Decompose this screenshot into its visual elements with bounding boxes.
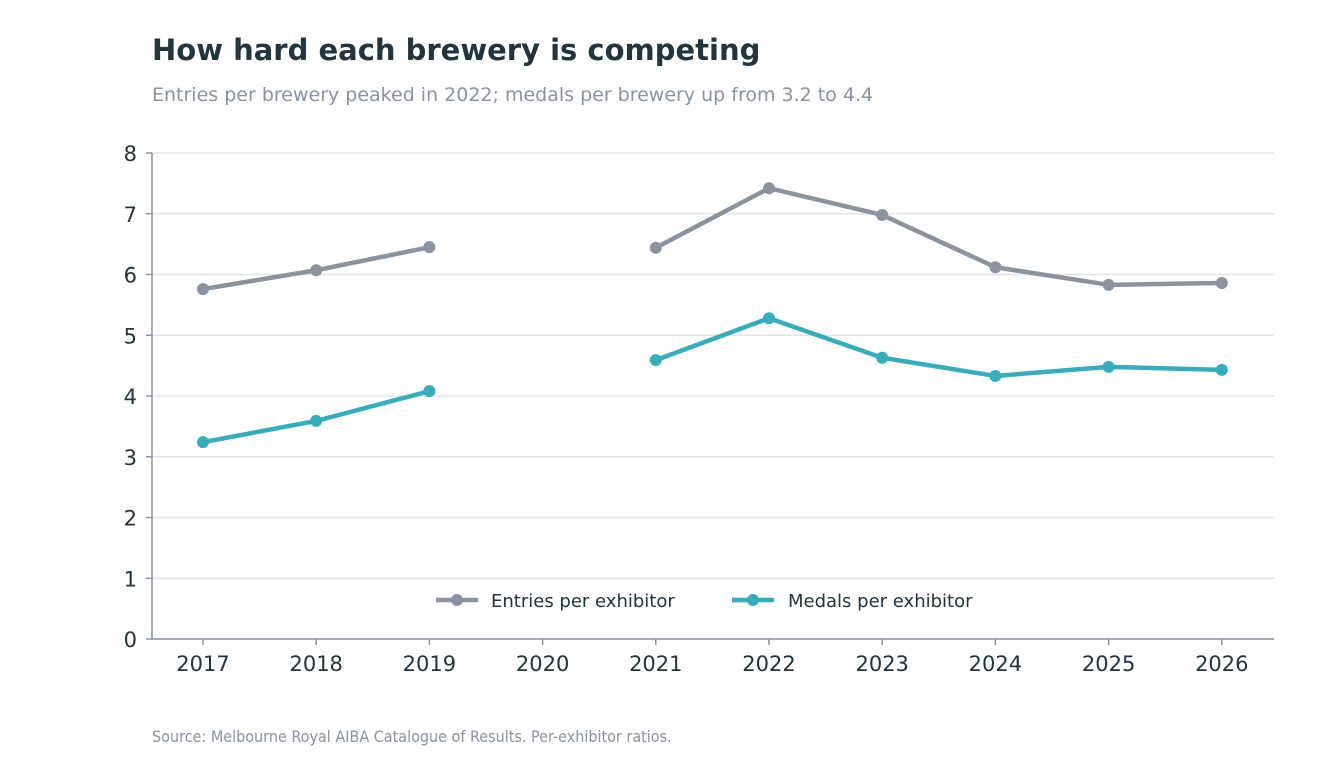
data-point: [423, 385, 436, 398]
series-line: [653, 315, 1225, 379]
data-point: [763, 312, 775, 325]
data-point: [989, 261, 1002, 274]
legend-label: Medals per exhibitor: [788, 591, 973, 612]
series-0: [197, 182, 1228, 296]
source-note: Source: Melbourne Royal AIBA Catalogue o…: [152, 727, 672, 746]
data-point: [649, 241, 662, 254]
data-point: [310, 414, 323, 427]
y-tick-label: 0: [124, 628, 137, 652]
legend-label: Entries per exhibitor: [491, 591, 675, 612]
x-tick-label: 2023: [855, 652, 908, 676]
x-tick-label: 2021: [629, 652, 682, 676]
chart-subtitle: Entries per brewery peaked in 2022; meda…: [152, 84, 874, 106]
data-point: [876, 208, 889, 221]
axes: 0 1 2 3 4 5 6 7 8 2017 2018 2019 2020 2021 2022 2023 202…: [124, 142, 1274, 676]
data-point: [649, 354, 662, 367]
series-1: [197, 312, 1228, 449]
x-tick-label: 2018: [289, 652, 342, 676]
series-line: [653, 185, 1225, 288]
series: [197, 182, 1228, 449]
data-point: [197, 283, 209, 296]
chart-title: How hard each brewery is competing: [152, 33, 761, 67]
data-point: [310, 264, 323, 277]
data-point: [989, 369, 1002, 382]
data-point: [876, 351, 889, 364]
x-tick-label: 2022: [742, 652, 795, 676]
y-tick-label: 8: [124, 142, 137, 166]
y-tick-label: 6: [124, 264, 137, 288]
legend-swatch-marker: [451, 594, 463, 606]
x-tick-label: 2024: [969, 652, 1022, 676]
y-tick-label: 7: [124, 203, 137, 227]
y-tick-label: 4: [124, 385, 137, 409]
x-tick-label: 2019: [403, 652, 456, 676]
gridlines: [152, 152, 1274, 579]
legend-item: Entries per exhibitor: [436, 591, 675, 612]
data-point: [197, 436, 209, 449]
x-tick-label: 2020: [516, 652, 569, 676]
x-tick-label: 2025: [1082, 652, 1135, 676]
y-tick-label: 2: [124, 507, 137, 531]
data-point: [1102, 360, 1115, 373]
x-tick-label: 2017: [176, 652, 229, 676]
y-tick-label: 5: [124, 324, 137, 348]
x-tick-label: 2026: [1195, 652, 1248, 676]
y-tick-label: 1: [124, 567, 137, 591]
data-point: [1215, 277, 1228, 290]
legend-swatch-marker: [747, 594, 759, 606]
legend: Entries per exhibitor Medals per exhibito…: [436, 591, 973, 612]
y-tick-label: 3: [124, 446, 137, 470]
data-point: [1215, 363, 1228, 376]
data-point: [423, 241, 436, 254]
legend-item: Medals per exhibitor: [732, 591, 973, 612]
data-point: [763, 182, 775, 195]
data-point: [1102, 278, 1115, 291]
